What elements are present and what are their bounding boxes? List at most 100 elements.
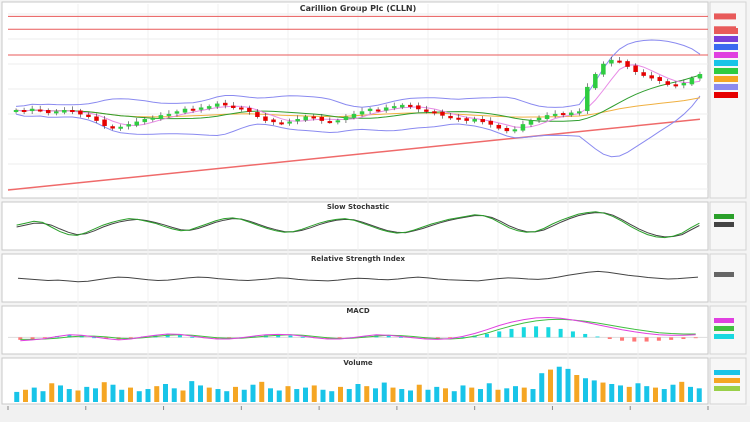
candle-body [247,107,252,112]
volume-bar [364,386,370,402]
candle-body [198,107,204,110]
candle-body [625,61,630,67]
stoch-tag-k [714,214,734,219]
candle-body [657,77,662,81]
volume-bar [189,381,195,402]
price-tag-0 [714,28,738,34]
stoch-tag-d [714,222,734,227]
volume-bar [644,386,650,402]
macd-histogram-bar [165,334,170,338]
candle-body [383,107,389,111]
candle-body [54,111,59,114]
volume-bar [556,366,562,402]
volume-bar [40,391,46,402]
candle-body [375,109,381,112]
macd-histogram-bar [669,337,674,340]
macd-histogram-bar [398,336,403,338]
candle-body [359,111,365,115]
panel-frame-3 [1,305,709,355]
candle-body [255,112,260,117]
candle-body [440,111,445,116]
candle-body [367,108,373,112]
time-axis-band [0,406,750,422]
volume-bar [521,387,527,402]
candle-body [488,120,494,125]
macd-histogram-bar [693,337,698,339]
candle-body [528,120,534,125]
volume-bar [583,378,588,402]
volume-bar [303,387,308,402]
volume-bar [591,380,597,402]
candle-body [86,114,91,117]
macd-histogram-bar [546,327,551,338]
volume-bar [163,384,168,402]
candle-body [62,110,67,113]
macd-histogram-bar [386,335,391,338]
volume-bar [145,389,151,402]
macd-histogram-bar [128,337,133,339]
candle-body [343,116,349,121]
volume-bar [259,381,265,402]
volume-bar [75,390,81,402]
volume-bar [635,383,641,402]
volume-bar [653,387,658,402]
candle-body [673,84,679,87]
candle-body [327,121,333,124]
candle-body [239,107,244,110]
candle-body [110,126,115,129]
macd-histogram-bar [534,326,539,338]
rsi-tag [714,272,734,277]
volume-tag-down [714,378,740,383]
volume-bar [399,389,405,402]
volume-bar [530,389,536,402]
macd-histogram-bar [67,334,72,338]
candle-body [231,105,236,108]
macd-histogram-bar [484,333,489,338]
volume-bar [93,388,98,402]
volume-bar [381,382,387,402]
macd-histogram-bar [644,337,649,342]
candle-body [158,115,164,120]
volume-bar [311,385,317,402]
candle-body [416,105,421,110]
panel-title-3: Volume [343,359,373,367]
volume-bar [31,387,37,402]
volume-bar [285,386,291,402]
volume-bar [355,384,361,402]
volume-bar [346,389,352,402]
panel-title-2: MACD [346,307,370,315]
volume-bar [154,386,160,402]
volume-bar [268,388,273,402]
volume-bar [513,386,518,402]
volume-bar [416,384,422,402]
candle-body [633,65,638,72]
price-tag-4 [714,60,738,66]
macd-tag-line [714,318,734,323]
candle-body [319,116,325,121]
panel-frame-0 [1,1,709,199]
candle-body [520,124,526,131]
candle-body [335,120,341,123]
macd-tag-signal [714,326,734,331]
volume-bar [661,389,667,402]
macd-histogram-bar [288,335,293,338]
stochastic-k-line [16,211,700,239]
candle-body [552,113,558,116]
candle-body [512,129,518,132]
candle-body [222,102,228,106]
macd-histogram-bar [448,337,453,339]
candle-body [641,72,646,76]
macd-histogram-bar [276,334,281,338]
panel-title-0: Slow Stochastic [327,203,389,211]
candle-body [504,128,510,132]
price-tag-1 [714,36,738,42]
volume-bar [609,384,615,402]
axis-frame-2 [709,253,747,303]
volume-bar [408,390,413,402]
macd-histogram-bar [177,335,182,338]
macd-histogram-bar [558,328,563,338]
volume-bar [504,388,510,402]
volume-bar [276,390,282,402]
volume-bar [250,384,256,402]
volume-bar [390,387,396,402]
